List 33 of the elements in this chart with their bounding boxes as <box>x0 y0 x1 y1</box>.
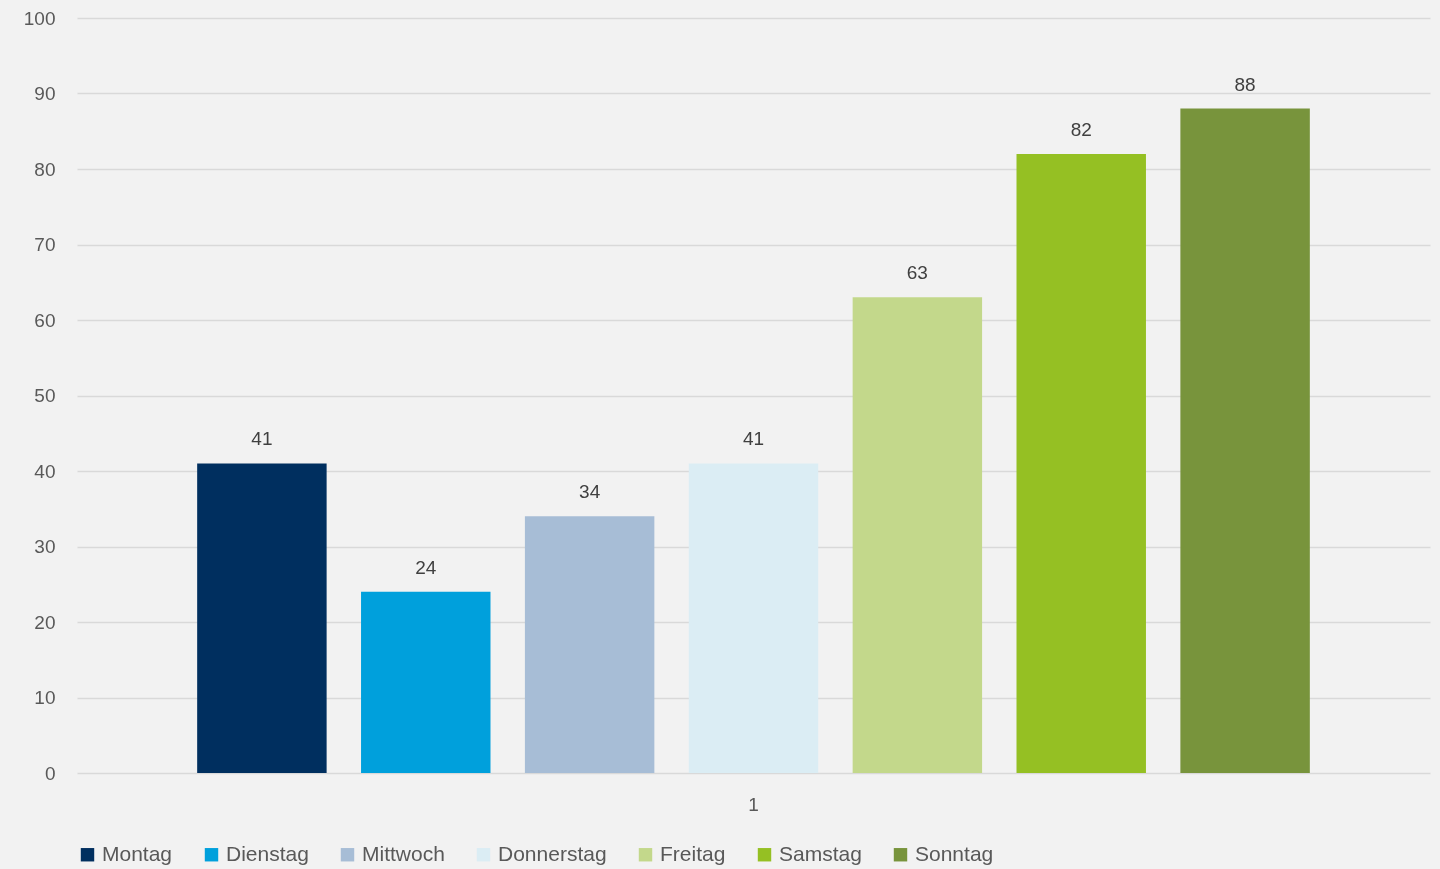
legend-label: Freitag <box>660 841 726 865</box>
y-tick-label: 50 <box>34 385 56 406</box>
legend-label: Donnerstag <box>498 841 607 865</box>
y-tick-label: 60 <box>34 309 56 331</box>
y-tick-label: 90 <box>34 83 56 104</box>
x-tick-label: 1 <box>748 793 759 815</box>
bar <box>1016 153 1146 773</box>
data-label: 88 <box>1234 73 1256 95</box>
y-tick-label: 10 <box>34 687 56 708</box>
bar <box>361 591 491 773</box>
y-tick-label: 80 <box>34 158 56 180</box>
y-tick-label: 0 <box>44 762 56 784</box>
data-label: 63 <box>906 262 928 284</box>
y-tick-label: 30 <box>34 536 56 557</box>
bar <box>688 463 819 773</box>
legend-label: Montag <box>102 841 173 865</box>
legend-label: Dienstag <box>226 841 309 865</box>
data-label: 82 <box>1070 118 1092 140</box>
y-tick-label: 70 <box>34 234 56 255</box>
data-label: 24 <box>415 556 437 578</box>
bar <box>852 297 983 773</box>
bar <box>1180 108 1310 773</box>
bar <box>197 463 327 773</box>
legend-label: Sonntag <box>915 841 994 865</box>
y-tick-label: 20 <box>34 611 56 633</box>
data-label: 34 <box>579 481 601 503</box>
bar <box>524 516 655 773</box>
legend-label: Mittwoch <box>362 841 445 865</box>
y-tick-label: 100 <box>23 7 56 29</box>
legend-label: Samstag <box>779 841 862 865</box>
y-tick-label: 40 <box>34 460 56 482</box>
data-label: 41 <box>742 428 765 450</box>
data-label: 41 <box>251 428 273 450</box>
